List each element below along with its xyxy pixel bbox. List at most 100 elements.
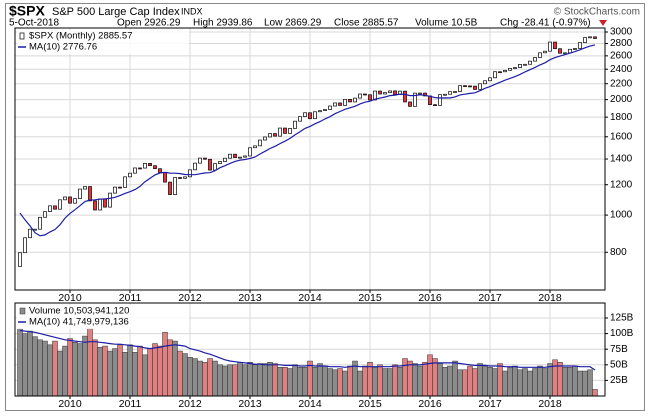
quote-low: Low 2869.29 bbox=[264, 18, 322, 29]
legend-label: MA(10) 2776.76 bbox=[29, 42, 97, 53]
volume-bar bbox=[112, 348, 118, 397]
volume-bar bbox=[312, 367, 318, 397]
y-tick-label: 75B bbox=[610, 344, 628, 355]
candle bbox=[168, 181, 172, 195]
candle bbox=[38, 216, 42, 230]
volume-bar bbox=[287, 368, 293, 397]
candle bbox=[23, 237, 27, 254]
x-tick-label: 2010 bbox=[58, 292, 82, 304]
candle bbox=[228, 153, 232, 159]
candle bbox=[578, 42, 582, 49]
volume-bar bbox=[247, 362, 253, 397]
volume-bar bbox=[77, 343, 83, 397]
volume-bar bbox=[182, 353, 188, 397]
x-tick-label: 2010 bbox=[58, 398, 82, 410]
candle bbox=[493, 71, 497, 79]
candle bbox=[88, 186, 92, 202]
candle bbox=[543, 50, 547, 54]
volume-bar bbox=[452, 360, 458, 397]
volume-bar bbox=[482, 365, 488, 397]
candle bbox=[403, 90, 407, 103]
x-tick-label: 2015 bbox=[358, 398, 382, 410]
volume-bar bbox=[387, 368, 393, 397]
x-tick-label: 2013 bbox=[238, 292, 262, 304]
candle bbox=[408, 101, 412, 107]
candle bbox=[288, 128, 292, 134]
x-tick-label: 2013 bbox=[238, 398, 262, 410]
candle bbox=[113, 186, 117, 194]
volume-bar bbox=[52, 340, 58, 397]
date: 5-Oct-2018 bbox=[9, 18, 59, 29]
candle bbox=[278, 127, 282, 137]
candle bbox=[468, 85, 472, 88]
volume-bar bbox=[477, 363, 483, 397]
candle bbox=[333, 102, 337, 107]
volume-bar bbox=[412, 363, 418, 397]
volume-bar bbox=[142, 354, 148, 397]
volume-bar bbox=[82, 335, 88, 397]
candle bbox=[163, 172, 167, 183]
quote-high: High 2939.86 bbox=[193, 18, 253, 29]
y-tick-label: 1600 bbox=[610, 131, 633, 142]
candle bbox=[528, 60, 532, 65]
volume-bar bbox=[502, 370, 508, 397]
volume-bar bbox=[92, 339, 98, 397]
candle bbox=[158, 168, 162, 173]
candle bbox=[428, 95, 432, 106]
volume-bar bbox=[132, 352, 138, 397]
candle bbox=[393, 90, 397, 95]
candle bbox=[478, 83, 482, 90]
candle bbox=[373, 90, 377, 101]
candle bbox=[48, 205, 52, 212]
candle bbox=[263, 136, 267, 141]
candle bbox=[193, 162, 197, 171]
candle bbox=[78, 188, 82, 199]
volume-bar bbox=[382, 368, 388, 397]
y-tick-label: 2400 bbox=[610, 64, 633, 75]
volume-bar bbox=[342, 370, 348, 397]
volume-bar bbox=[177, 350, 183, 397]
candle bbox=[68, 196, 72, 204]
volume-bar bbox=[317, 363, 323, 397]
volume-bar bbox=[517, 369, 523, 397]
y-tick-label: 1000 bbox=[610, 210, 633, 221]
quote-change: Chg -28.41 (-0.97%) bbox=[500, 18, 591, 29]
candle bbox=[423, 92, 427, 97]
candle bbox=[233, 153, 237, 158]
volume-bar bbox=[447, 365, 453, 397]
candle bbox=[73, 198, 77, 204]
y-tick-label: 50B bbox=[610, 359, 628, 370]
volume-bar bbox=[222, 365, 228, 397]
candle bbox=[453, 91, 457, 93]
volume-bar bbox=[522, 368, 528, 397]
volume-bar bbox=[187, 357, 193, 397]
volume-bar bbox=[207, 358, 213, 397]
candle bbox=[558, 48, 562, 54]
candle bbox=[378, 90, 382, 95]
volume-bar bbox=[337, 368, 343, 397]
x-tick-label: 2018 bbox=[538, 398, 562, 410]
y-tick-label: 25B bbox=[610, 375, 628, 386]
candle bbox=[138, 167, 142, 170]
candle bbox=[508, 68, 512, 71]
candle bbox=[298, 116, 302, 122]
volume-bar bbox=[432, 358, 438, 397]
volume-bar bbox=[377, 364, 383, 397]
volume-bar bbox=[252, 364, 258, 397]
candle bbox=[358, 93, 362, 99]
volume-bar bbox=[307, 360, 313, 397]
candle bbox=[463, 85, 467, 88]
candle bbox=[208, 158, 212, 171]
volume-bar bbox=[192, 358, 198, 397]
x-tick-label: 2017 bbox=[478, 398, 502, 410]
y-tick-label: 1200 bbox=[610, 179, 633, 190]
candle bbox=[178, 177, 182, 179]
candle bbox=[258, 139, 262, 147]
candle bbox=[123, 176, 127, 188]
candle bbox=[318, 110, 322, 113]
volume-bar bbox=[467, 365, 473, 397]
candle bbox=[483, 80, 487, 85]
volume-bar bbox=[327, 368, 333, 397]
candle bbox=[538, 52, 542, 58]
